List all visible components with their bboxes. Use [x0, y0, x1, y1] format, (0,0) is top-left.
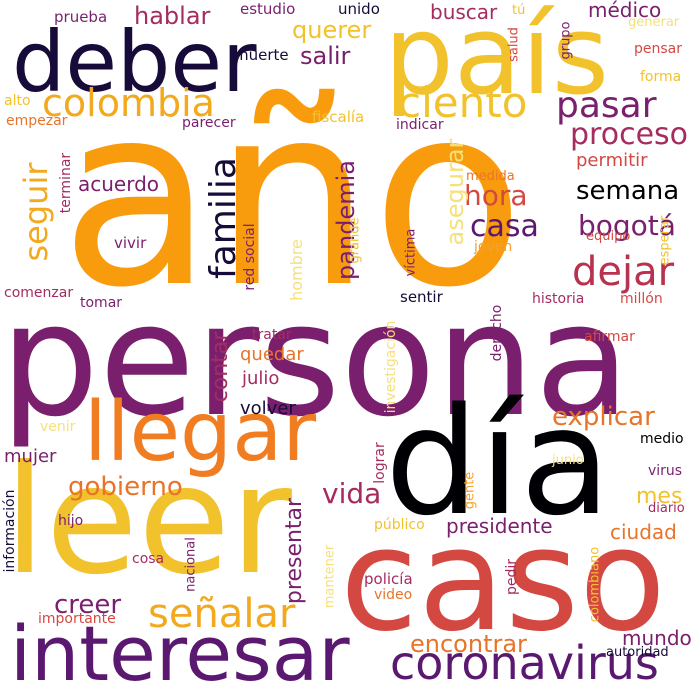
- word-querer: querer: [292, 16, 372, 44]
- word-cuerpo: cuerpo: [14, 500, 30, 545]
- word-derecho: derecho: [489, 304, 505, 362]
- word-mujer: mujer: [4, 446, 57, 467]
- word-llegar: llegar: [84, 385, 317, 480]
- word-importante: importante: [38, 611, 116, 627]
- word-diario: diario: [648, 501, 685, 516]
- word-pensar: pensar: [634, 41, 683, 57]
- word-mantener: mantener: [322, 544, 338, 609]
- word-investigacion: investigación: [383, 320, 399, 414]
- word-pais: país: [384, 0, 610, 119]
- word-colombiano: colombiano: [587, 546, 603, 623]
- word-quedar: quedar: [240, 344, 304, 365]
- word-publico: público: [374, 517, 425, 533]
- word-medico: médico: [588, 0, 662, 22]
- word-proceso: proceso: [570, 117, 689, 152]
- word-red-social: red social: [242, 223, 258, 291]
- word-indicar: indicar: [396, 117, 444, 133]
- word-colombia: colombia: [42, 81, 215, 125]
- word-virus: virus: [648, 463, 683, 479]
- word-presentar: presentar: [282, 497, 307, 605]
- word-acuerdo: acuerdo: [78, 172, 160, 196]
- word-cosa: cosa: [132, 551, 165, 567]
- word-grupo: grupo: [558, 21, 574, 60]
- word-hombre: hombre: [287, 239, 306, 301]
- word-policia: policía: [364, 570, 413, 588]
- word-semana: semana: [576, 176, 680, 206]
- word-medida: medida: [466, 169, 515, 184]
- word-nacional: nacional: [183, 537, 199, 592]
- word-ciento: ciento: [398, 78, 528, 127]
- word-hora: hora: [464, 179, 528, 212]
- word-contar: contar: [208, 331, 233, 403]
- word-muerte: muerte: [234, 46, 289, 64]
- word-casa: casa: [470, 209, 539, 244]
- word-mundo: mundo: [622, 626, 692, 650]
- word-gente: gente: [462, 471, 478, 510]
- word-hijo: hijo: [58, 513, 84, 529]
- word-permitir: permitir: [576, 150, 648, 171]
- word-coronavirus: coronavirus: [390, 636, 659, 690]
- word-tu: tú: [512, 3, 526, 18]
- word-victima: víctima: [403, 228, 419, 277]
- word-medio: medio: [640, 431, 684, 447]
- word-empezar: empezar: [6, 113, 68, 129]
- word-generar: generar: [628, 15, 680, 30]
- word-estudio: estudio: [240, 0, 296, 18]
- word-vida: vida: [322, 477, 382, 510]
- word-autoridad: autoridad: [606, 645, 669, 660]
- word-comenzar: comenzar: [4, 285, 74, 301]
- word-deber: deber: [12, 13, 257, 111]
- word-alto: alto: [4, 93, 31, 109]
- word-seguir: seguir: [17, 162, 55, 262]
- word-lograr: lograr: [372, 442, 388, 484]
- word-salir: salir: [300, 42, 351, 70]
- word-video: video: [374, 587, 413, 603]
- word-bogota: bogotá: [578, 209, 676, 242]
- word-salud: salud: [506, 27, 522, 62]
- word-asegurar: asegurar: [441, 138, 469, 246]
- word-esperar: esperar: [657, 215, 673, 266]
- word-terminar: terminar: [58, 152, 74, 214]
- word-dia: día: [385, 376, 611, 548]
- word-ano: año: [60, 51, 525, 342]
- word-presidente: presidente: [446, 514, 553, 538]
- word-historia: historia: [532, 291, 585, 307]
- word-persona: persona: [0, 269, 631, 451]
- word-gobierno: gobierno: [68, 472, 183, 502]
- word-julio: julio: [242, 368, 280, 389]
- word-tomar: tomar: [80, 295, 123, 311]
- word-dejar: dejar: [572, 249, 675, 295]
- word-interesar: interesar: [10, 609, 350, 698]
- word-pedir: pedir: [504, 558, 520, 596]
- word-buscar: buscar: [430, 0, 498, 24]
- word-caso: caso: [340, 498, 666, 663]
- word-sentir: sentir: [400, 288, 443, 306]
- word-tratar: tratar: [252, 327, 292, 343]
- word-afirmar: afirmar: [584, 329, 635, 345]
- word-millon: millón: [620, 291, 663, 307]
- word-venir: venir: [40, 419, 76, 435]
- word-parecer: parecer: [182, 115, 236, 131]
- word-encontrar: encontrar: [410, 630, 527, 658]
- word-mes: mes: [636, 484, 683, 509]
- word-prueba: prueba: [54, 8, 108, 26]
- word-fiscalia: fiscalía: [312, 108, 365, 126]
- word-pasar: pasar: [556, 85, 657, 126]
- word-volver: volver: [240, 398, 296, 419]
- word-grande: grande: [347, 217, 363, 264]
- word-senalar: señalar: [148, 591, 296, 637]
- word-junio: junio: [552, 453, 584, 468]
- word-hablar: hablar: [134, 2, 211, 30]
- word-ciudad: ciudad: [610, 520, 677, 544]
- word-joven: joven: [474, 239, 513, 255]
- word-leer: leer: [4, 434, 292, 608]
- word-familia: familia: [203, 157, 244, 279]
- word-explicar: explicar: [552, 402, 655, 432]
- word-equipo: equipo: [586, 229, 631, 244]
- word-unido: unido: [338, 0, 380, 18]
- word-vivir: vivir: [114, 234, 147, 252]
- word-forma: forma: [640, 69, 682, 85]
- word-creer: creer: [54, 590, 122, 620]
